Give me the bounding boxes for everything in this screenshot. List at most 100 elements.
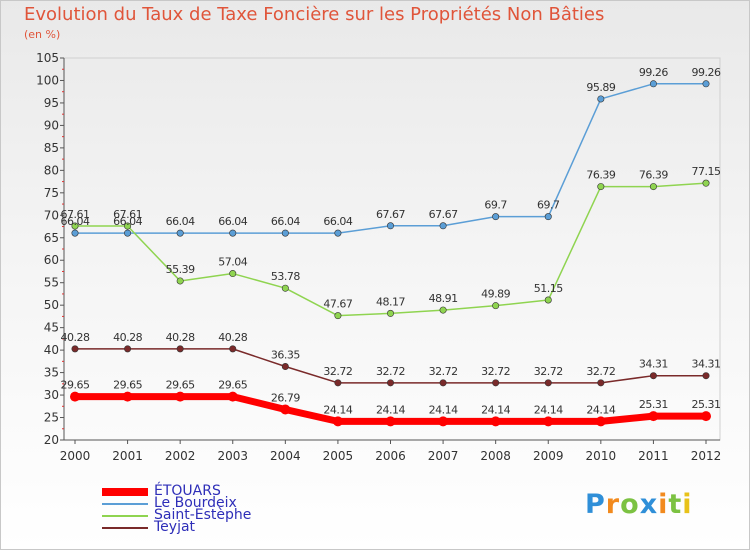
logo-letter: P xyxy=(585,489,606,520)
data-label: 66.04 xyxy=(218,215,247,228)
data-point xyxy=(386,309,394,317)
data-label: 49.89 xyxy=(481,288,510,301)
legend-swatch xyxy=(102,503,148,505)
legend-label: Teyjat xyxy=(154,519,196,535)
data-point xyxy=(702,80,710,88)
y-tick-label: 55 xyxy=(44,276,59,290)
data-label: 66.04 xyxy=(271,215,300,228)
data-point xyxy=(492,213,500,221)
data-label: 36.35 xyxy=(271,349,300,362)
data-label: 29.65 xyxy=(113,379,142,392)
y-tick-label: 75 xyxy=(44,186,59,200)
data-point xyxy=(124,345,132,353)
data-point xyxy=(281,229,289,237)
x-tick-label: 2003 xyxy=(217,449,248,463)
legend-item: Le Bourdeix xyxy=(102,495,402,511)
data-label: 57.04 xyxy=(218,256,247,269)
data-label: 47.67 xyxy=(323,298,352,311)
data-point xyxy=(649,372,657,380)
data-point xyxy=(176,345,184,353)
data-point xyxy=(490,416,501,427)
data-label: 76.39 xyxy=(586,169,615,182)
data-point xyxy=(281,284,289,292)
data-point xyxy=(595,416,606,427)
data-label: 51.15 xyxy=(534,282,563,295)
chart-title: Evolution du Taux de Taxe Foncière sur l… xyxy=(24,4,605,25)
logo-letter: i xyxy=(682,489,693,520)
data-point xyxy=(229,229,237,237)
y-tick-label: 105 xyxy=(36,51,59,65)
data-point xyxy=(71,222,79,230)
y-axis-unit-label: (en %) xyxy=(24,28,61,41)
legend-label: ÉTOUARS xyxy=(154,483,221,499)
data-point xyxy=(597,95,605,103)
legend: ÉTOUARS Le Bourdeix Saint-Estèphe Teyjat xyxy=(102,483,402,535)
logo-letter: i xyxy=(658,489,669,520)
data-point xyxy=(439,222,447,230)
data-point xyxy=(386,379,394,387)
data-point xyxy=(386,222,394,230)
x-tick-label: 2004 xyxy=(270,449,301,463)
data-point xyxy=(543,416,554,427)
data-point xyxy=(438,416,449,427)
legend-item: Teyjat xyxy=(102,519,402,535)
data-label: 48.17 xyxy=(376,295,405,308)
data-label: 69.7 xyxy=(484,199,507,212)
data-point xyxy=(71,345,79,353)
data-label: 48.91 xyxy=(429,292,458,305)
data-point xyxy=(648,411,659,422)
legend-item: Saint-Estèphe xyxy=(102,507,402,523)
data-point xyxy=(334,312,342,320)
data-point xyxy=(334,229,342,237)
data-point xyxy=(492,302,500,310)
data-label: 40.28 xyxy=(61,331,90,344)
y-tick-label: 40 xyxy=(44,343,59,357)
y-tick-label: 50 xyxy=(44,298,59,312)
data-label: 32.72 xyxy=(534,365,563,378)
data-point xyxy=(229,270,237,278)
data-point xyxy=(334,379,342,387)
data-point xyxy=(649,80,657,88)
data-label: 67.61 xyxy=(61,208,90,221)
data-point xyxy=(649,183,657,191)
data-label: 40.28 xyxy=(218,331,247,344)
y-tick-label: 90 xyxy=(44,118,59,132)
data-label: 66.04 xyxy=(323,215,352,228)
x-tick-label: 2008 xyxy=(480,449,511,463)
data-label: 32.72 xyxy=(481,365,510,378)
y-tick-label: 100 xyxy=(36,73,59,87)
data-point xyxy=(176,229,184,237)
data-point xyxy=(701,411,711,422)
x-tick-label: 2007 xyxy=(428,449,459,463)
data-label: 29.65 xyxy=(61,379,90,392)
data-point xyxy=(544,379,552,387)
data-label: 53.78 xyxy=(271,270,300,283)
data-label: 32.72 xyxy=(586,365,615,378)
data-label: 24.14 xyxy=(586,403,615,416)
logo-letter: o xyxy=(620,489,640,520)
data-label: 25.31 xyxy=(692,398,721,411)
x-tick-label: 2006 xyxy=(375,449,406,463)
data-label: 67.67 xyxy=(429,208,458,221)
x-tick-label: 2009 xyxy=(533,449,564,463)
x-tick-label: 2001 xyxy=(112,449,143,463)
data-label: 55.39 xyxy=(166,263,195,276)
data-point xyxy=(332,416,343,427)
data-point xyxy=(175,391,186,402)
data-label: 99.26 xyxy=(639,66,668,79)
data-point xyxy=(281,363,289,371)
y-tick-label: 20 xyxy=(44,433,59,447)
data-label: 67.67 xyxy=(376,208,405,221)
data-point xyxy=(492,379,500,387)
data-point xyxy=(124,229,132,237)
data-label: 32.72 xyxy=(323,365,352,378)
data-point xyxy=(597,183,605,191)
data-point xyxy=(122,391,133,402)
x-tick-label: 2002 xyxy=(165,449,196,463)
y-tick-label: 70 xyxy=(44,208,59,222)
data-point xyxy=(124,222,132,230)
data-label: 40.28 xyxy=(166,331,195,344)
data-label: 34.31 xyxy=(692,358,721,371)
data-point xyxy=(544,213,552,221)
